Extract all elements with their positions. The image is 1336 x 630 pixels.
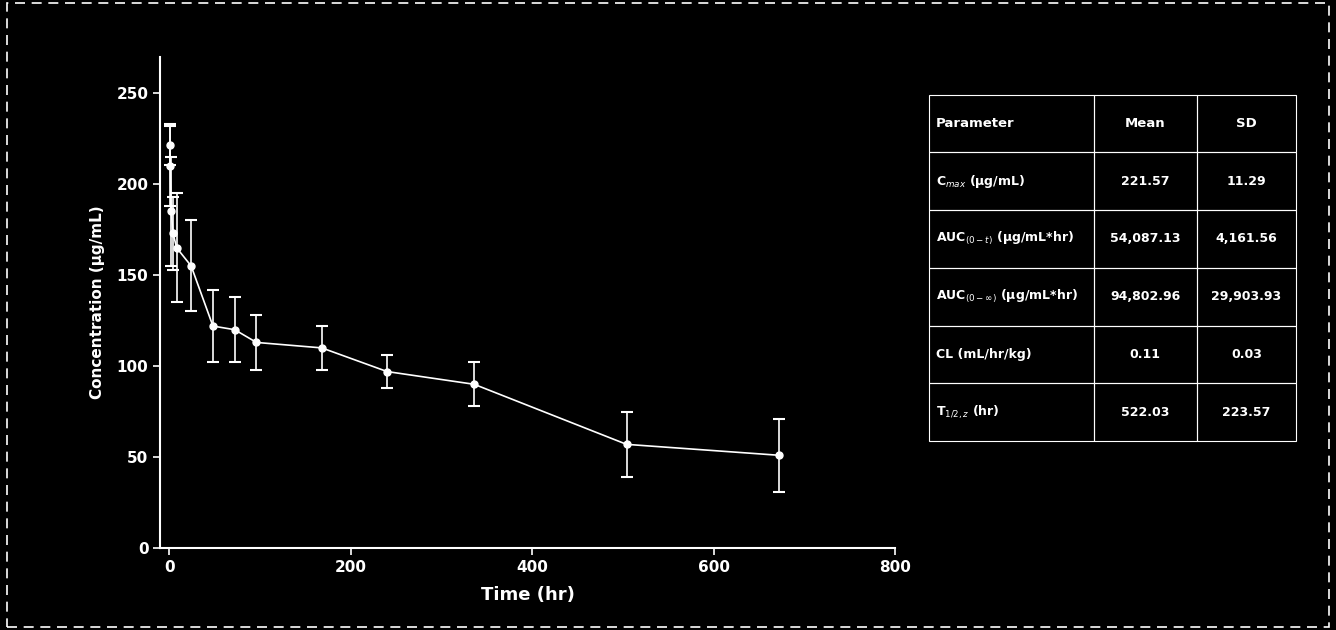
Bar xyxy=(1094,210,1197,268)
Text: 221.57: 221.57 xyxy=(1121,175,1169,188)
Text: 522.03: 522.03 xyxy=(1121,406,1169,418)
Bar xyxy=(1094,152,1197,210)
Text: C$_{max}$ (μg/mL): C$_{max}$ (μg/mL) xyxy=(935,173,1025,190)
Bar xyxy=(1197,152,1296,210)
Text: 223.57: 223.57 xyxy=(1222,406,1271,418)
Bar xyxy=(1094,383,1197,441)
Text: SD: SD xyxy=(1236,117,1257,130)
Bar xyxy=(929,210,1094,268)
Text: 4,161.56: 4,161.56 xyxy=(1216,232,1277,245)
Bar xyxy=(1197,94,1296,152)
Bar xyxy=(1094,326,1197,383)
Bar xyxy=(1197,326,1296,383)
Text: 11.29: 11.29 xyxy=(1226,175,1267,188)
Bar xyxy=(1197,383,1296,441)
Bar xyxy=(929,326,1094,383)
Bar xyxy=(929,152,1094,210)
Y-axis label: Concentration (μg/mL): Concentration (μg/mL) xyxy=(91,205,106,399)
X-axis label: Time (hr): Time (hr) xyxy=(481,586,574,604)
Text: AUC$_{(0-t)}$ (μg/mL*hr): AUC$_{(0-t)}$ (μg/mL*hr) xyxy=(935,231,1074,248)
Bar xyxy=(1094,268,1197,326)
Text: 94,802.96: 94,802.96 xyxy=(1110,290,1181,303)
Bar xyxy=(1197,210,1296,268)
Text: AUC$_{(0-∞)}$ (μg/mL*hr): AUC$_{(0-∞)}$ (μg/mL*hr) xyxy=(935,288,1078,305)
Bar xyxy=(1197,268,1296,326)
Bar xyxy=(929,383,1094,441)
Text: Parameter: Parameter xyxy=(935,117,1014,130)
Text: Mean: Mean xyxy=(1125,117,1165,130)
Text: 0.11: 0.11 xyxy=(1130,348,1161,361)
Text: 54,087.13: 54,087.13 xyxy=(1110,232,1181,245)
Text: T$_{1/2,z}$ (hr): T$_{1/2,z}$ (hr) xyxy=(935,404,999,420)
Bar xyxy=(1094,94,1197,152)
Text: 0.03: 0.03 xyxy=(1230,348,1261,361)
Text: CL (mL/hr/kg): CL (mL/hr/kg) xyxy=(935,348,1031,361)
Bar xyxy=(929,94,1094,152)
Bar xyxy=(929,268,1094,326)
Text: 29,903.93: 29,903.93 xyxy=(1212,290,1281,303)
